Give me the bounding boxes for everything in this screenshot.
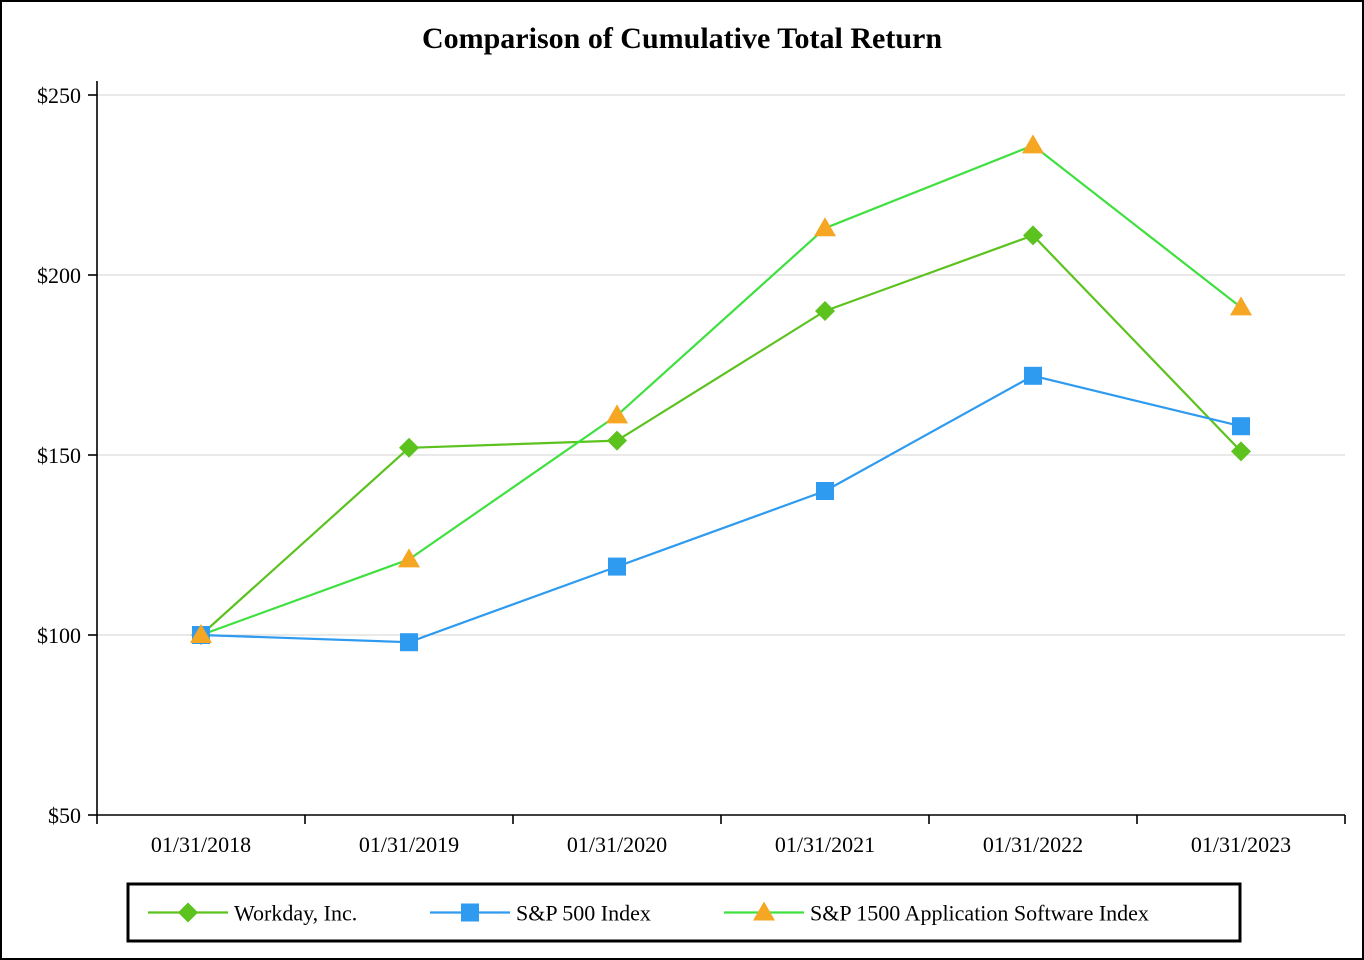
marker-2-0 — [190, 624, 212, 643]
series-line-2 — [200, 144, 1242, 637]
x-tick-label: 01/31/2021 — [775, 832, 875, 857]
legend-label-1: S&P 500 Index — [516, 901, 651, 926]
x-tick-label: 01/31/2023 — [1191, 832, 1291, 857]
marker-0-1 — [399, 437, 419, 458]
legend: Workday, Inc. S&P 500 Index S&P 1500 Appli… — [126, 882, 1242, 943]
y-tick-label: $100 — [37, 623, 81, 648]
x-tick-label: 01/31/2022 — [983, 832, 1083, 857]
marker-2-4 — [1022, 134, 1044, 154]
y-tick-label: $200 — [37, 263, 81, 288]
marker-1-5 — [1232, 417, 1250, 436]
series-line-1 — [200, 374, 1242, 644]
marker-2-5 — [1230, 296, 1252, 316]
legend-label-2: S&P 1500 Application Software Index — [810, 901, 1149, 926]
marker-0-2 — [607, 430, 627, 451]
marker-2-3 — [814, 217, 836, 237]
marker-0-4 — [1023, 225, 1043, 246]
x-tick-label: 01/31/2019 — [359, 832, 459, 857]
x-tick-label: 01/31/2018 — [151, 832, 251, 857]
marker-0-3 — [815, 301, 835, 321]
y-tick-label: $250 — [37, 83, 81, 108]
plot-area: $50 $100 $150 $200 $250 01/31/2018 01/31/2019 0… — [37, 81, 1346, 857]
marker-2-2 — [606, 404, 628, 424]
legend-marker-0 — [178, 902, 198, 923]
legend-label-0: Workday, Inc. — [234, 901, 357, 926]
y-tick-label: $150 — [37, 443, 81, 468]
marker-2-1 — [398, 548, 420, 568]
legend-box — [126, 882, 1242, 943]
marker-1-3 — [816, 482, 834, 500]
marker-1-4 — [1024, 366, 1042, 385]
marker-1-2 — [608, 557, 626, 576]
legend-marker-2 — [753, 901, 775, 921]
legend-marker-1 — [461, 903, 479, 922]
marker-1-1 — [400, 633, 418, 652]
chart-title: Comparison of Cumulative Total Return — [422, 22, 942, 55]
y-tick-label: $50 — [48, 803, 81, 828]
marker-0-5 — [1231, 441, 1251, 462]
series-line-0 — [200, 234, 1242, 636]
x-tick-label: 01/31/2020 — [567, 832, 667, 857]
